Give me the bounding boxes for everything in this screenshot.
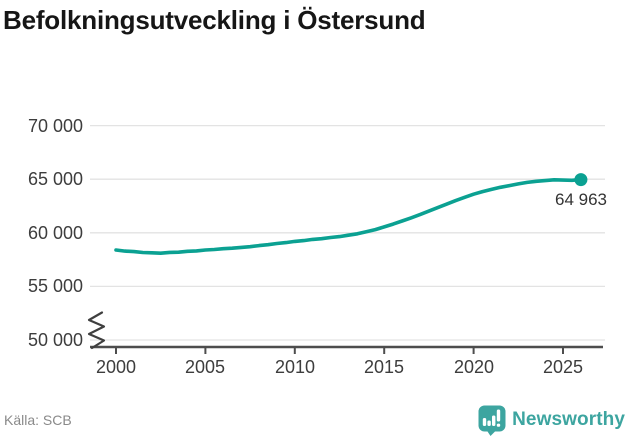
newsworthy-logo: Newsworthy: [478, 404, 625, 436]
x-axis-label: 2000: [95, 357, 137, 377]
x-axis-label: 2025: [542, 357, 584, 377]
newsworthy-badge-icon: [478, 405, 506, 436]
newsworthy-wordmark: Newsworthy: [512, 409, 625, 430]
x-axis-label: 2010: [274, 357, 316, 377]
end-point-value: 64 963: [555, 190, 607, 209]
source-caption: Källa: SCB: [4, 412, 72, 428]
y-axis-label: 65 000: [27, 169, 83, 189]
x-axis-label: 2020: [453, 357, 495, 377]
y-axis-label: 55 000: [27, 276, 83, 296]
x-axis-label: 2005: [184, 357, 226, 377]
x-axis-label: 2015: [363, 357, 405, 377]
population-line: [114, 177, 583, 255]
y-axis-label: 60 000: [27, 223, 83, 243]
y-axis-label: 70 000: [27, 116, 83, 136]
gridlines: [90, 124, 605, 341]
x-axis: [90, 345, 603, 354]
chart-title: Befolkningsutveckling i Östersund: [3, 5, 426, 35]
y-axis-label: 50 000: [27, 330, 83, 350]
end-point-marker: [574, 173, 588, 187]
y-axis-break-icon: [87, 311, 106, 350]
